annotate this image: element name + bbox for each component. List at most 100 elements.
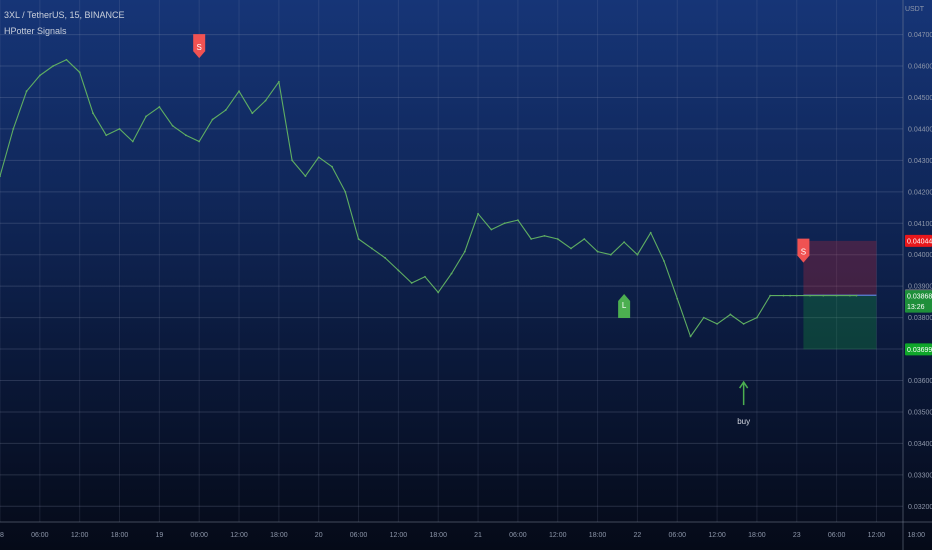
price-point (729, 313, 732, 316)
price-point (158, 106, 161, 108)
price-point (424, 275, 426, 278)
price-tag-bg (905, 343, 932, 356)
price-point (490, 228, 493, 231)
price-tag-bg (905, 300, 932, 313)
signal-label: S (197, 43, 202, 52)
y-tick-label: 0.03800 (908, 315, 932, 322)
x-tick-label: 12:00 (549, 532, 567, 539)
signal-label: L (622, 301, 627, 310)
price-tag-text: 0.03868 (907, 294, 932, 301)
y-tick-label: 0.03900 (908, 284, 932, 291)
price-point (702, 316, 705, 319)
price-point (25, 90, 28, 93)
price-point (105, 134, 108, 137)
buy-arrow-head (739, 380, 749, 389)
price-axis-tag: 0.03699 (905, 343, 932, 356)
x-tick-label: 06:00 (509, 532, 527, 539)
y-tick-label: 0.04000 (908, 252, 932, 259)
price-point (384, 256, 387, 259)
x-tick-label: 18:00 (429, 532, 447, 539)
price-point (331, 165, 333, 168)
price-point (848, 294, 851, 297)
price-point (543, 234, 546, 237)
price-point (317, 156, 320, 159)
price-point (663, 260, 665, 262)
signal-label: S (801, 248, 806, 257)
y-tick-label: 0.03200 (908, 504, 932, 511)
price-point (583, 238, 586, 240)
price-point (477, 212, 479, 215)
price-point (676, 297, 679, 300)
price-point (835, 294, 838, 297)
x-tick-label: 18:00 (748, 532, 766, 539)
price-point (503, 222, 506, 225)
price-axis-tag: 0.04044 (905, 234, 932, 247)
price-tag-text: 0.04044 (907, 238, 932, 245)
price-point (689, 335, 692, 338)
price-point (291, 159, 294, 162)
price-point (623, 241, 626, 244)
price-point (609, 253, 612, 256)
x-tick-label: 18:00 (589, 532, 607, 539)
price-point (397, 269, 400, 272)
sell-signal: S (797, 238, 810, 263)
grid-lines (0, 0, 903, 522)
price-point (198, 140, 201, 143)
x-tick-label: 23 (793, 532, 801, 539)
y-tick-label: 0.04700 (908, 32, 932, 39)
price-point (185, 134, 187, 137)
x-tick-label: 06:00 (668, 532, 686, 539)
price-point (131, 140, 134, 143)
price-point (855, 294, 858, 297)
price-tag-text: 13:26 (907, 304, 925, 311)
x-tick-label: 12:00 (230, 532, 248, 539)
price-point (795, 294, 798, 297)
x-tick-label: 20 (315, 532, 323, 539)
x-tick-label: 12:00 (390, 532, 408, 539)
price-point (769, 294, 772, 297)
buy-annotation: buy (737, 380, 750, 426)
price-point (264, 99, 267, 102)
price-point (344, 190, 347, 193)
price-point (649, 231, 652, 234)
price-point (171, 124, 174, 127)
currency-label[interactable]: USDT (904, 6, 924, 13)
y-tick-label: 0.03400 (908, 441, 932, 448)
price-point (530, 238, 533, 240)
price-point (789, 294, 792, 297)
x-tick-label: 18:00 (111, 532, 129, 539)
price-point (822, 294, 825, 297)
y-tick-label: 0.03300 (908, 472, 932, 479)
price-point (716, 322, 718, 325)
price-line (0, 59, 857, 338)
price-axis-tag: 13:26 (905, 300, 932, 313)
price-point (92, 112, 94, 115)
price-point (516, 219, 519, 222)
y-tick-label: 0.03500 (908, 409, 932, 416)
price-point (12, 128, 15, 130)
take-profit-zone (803, 295, 877, 350)
price-point (370, 247, 373, 250)
price-point (556, 238, 559, 240)
price-point (570, 247, 572, 250)
price-point (636, 253, 639, 256)
price-tag-bg (905, 234, 932, 247)
symbol-title: 3XL / TetherUS, 15, BINANCE (4, 10, 125, 20)
y-tick-label: 0.03600 (908, 378, 932, 385)
price-point (238, 90, 240, 93)
x-tick-label: 18:00 (908, 532, 926, 539)
x-tick-label: 18:00 (270, 532, 288, 539)
signal-flag (797, 238, 810, 263)
price-point (224, 109, 227, 111)
price-point (756, 316, 758, 319)
y-tick-label: 0.04400 (908, 126, 932, 133)
x-tick-label: 19 (155, 532, 163, 539)
x-tick-label: 22 (634, 532, 642, 539)
price-point (118, 128, 121, 130)
price-tag-text: 0.03699 (907, 347, 932, 354)
indicator-title: HPotter Signals (4, 26, 67, 36)
y-tick-label: 0.04500 (908, 95, 932, 102)
signal-flag (193, 34, 206, 59)
